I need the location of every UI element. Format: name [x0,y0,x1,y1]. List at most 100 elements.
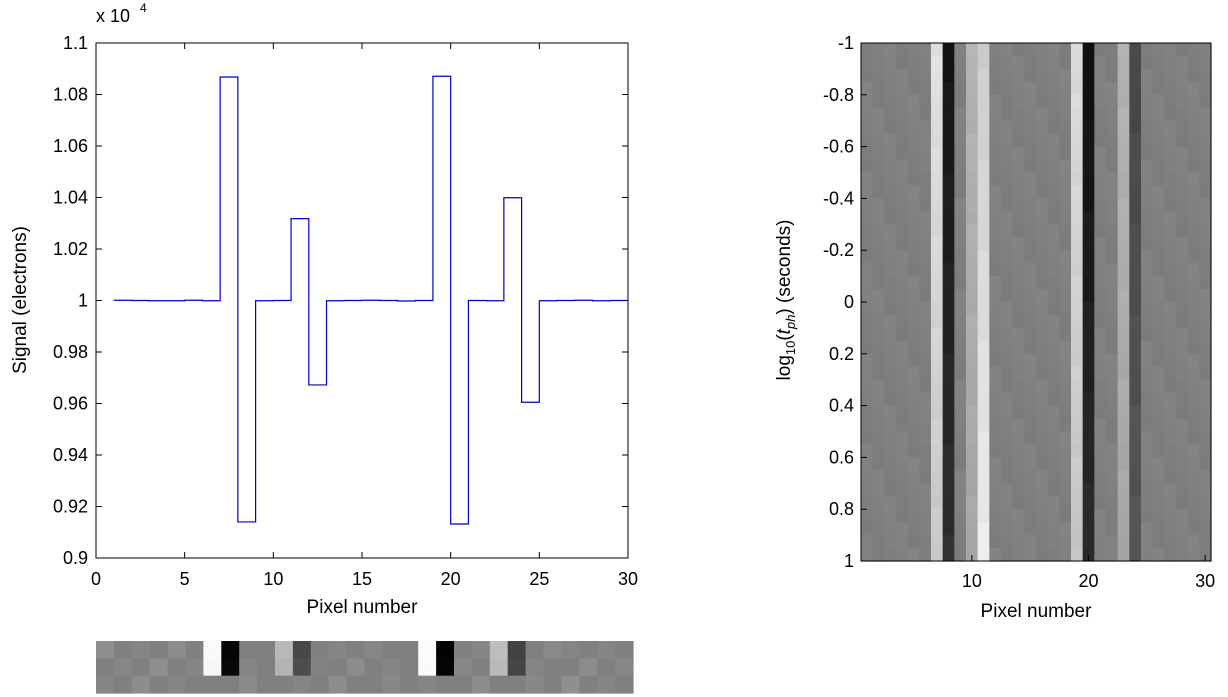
heatmap-cell [1152,159,1165,174]
heatmap-cell [1106,43,1119,57]
heatmap-cell [1059,548,1072,562]
heatmap-cell [989,68,1002,83]
heatmap-cell [1012,535,1025,549]
heatmap-cell [1199,250,1212,264]
heatmap-cell [931,457,944,471]
heatmap-cell [1001,483,1014,497]
heatmap-cell [896,470,909,484]
heatmap-cell [966,133,979,148]
heatmap-cell [1106,379,1119,394]
heatmap-cells [861,43,1212,562]
heatmap-cell [861,548,874,562]
heatmap-cell [1164,250,1177,264]
heatmap-cell [942,55,955,70]
heatmap-cell [1187,276,1200,290]
heatmap-cell [1164,496,1177,510]
heatmap-cell [989,327,1002,342]
strip-cell [525,658,545,677]
heatmap-cell [919,172,932,187]
heatmap-cell [942,43,955,57]
strip-cell [471,641,491,659]
heatmap-cell [1082,548,1095,562]
heatmap-cell [1001,224,1014,238]
heatmap-cell [1047,522,1060,536]
heatmap-cell [861,444,874,458]
heatmap-cell [1094,353,1107,368]
heatmap-cell [1001,444,1014,458]
heatmap-cell [1164,211,1177,225]
heatmap-cell [931,250,944,264]
heatmap-cell [1071,457,1084,471]
heatmap-cell [1129,146,1142,161]
strip-cell [346,641,366,659]
heatmap-cell [1024,327,1037,342]
heatmap-cell [1187,172,1200,187]
heatmap-cell [1152,224,1165,238]
heatmap-cell [861,457,874,471]
heatmap-cell [1187,483,1200,497]
heatmap-cell [1059,340,1072,355]
heatmap-cell [954,237,967,251]
heatmap-cell [1141,418,1154,433]
heatmap-cell [1141,107,1154,122]
heatmap-cell [1071,483,1084,497]
heatmap-cell [896,146,909,161]
heatmap-cell [1012,276,1025,290]
heatmap-cell [872,444,885,458]
heatmap-cell [1152,55,1165,70]
heatmap-cell [1176,107,1189,122]
heatmap-cell [966,509,979,523]
strip-cell [382,641,401,659]
heatmap-cell [1129,43,1142,57]
heatmap-cell [931,444,944,458]
heatmap-cell [1012,120,1025,135]
heatmap-cell [1047,263,1060,277]
heatmap-cell [1047,470,1060,484]
heatmap-cell [954,314,967,329]
heatmap-cell [966,107,979,122]
heatmap-cell [1164,43,1177,57]
heatmap-cell [1024,379,1037,394]
heatmap-cell [907,457,920,471]
heatmap-cell [1141,120,1154,135]
heatmap-cell [931,470,944,484]
heatmap-cell [1141,431,1154,446]
heatmap-cell [1071,431,1084,446]
heatmap-cell [1164,146,1177,161]
heatmap-cell [884,470,897,484]
strip-cell [454,658,473,677]
heatmap-cell [1012,43,1025,57]
heatmap-cell [907,470,920,484]
strip-cell [257,658,276,677]
heatmap-cell [1164,548,1177,562]
heatmap-cell [954,535,967,549]
heatmap-cell [931,224,944,238]
heatmap-cell [1129,509,1142,523]
heatmap-cell [977,457,990,471]
heatmap-cell [942,211,955,225]
heatmap-cell [1187,366,1200,381]
heatmap-cell [861,172,874,187]
heatmap-cell [1152,133,1165,148]
heatmap-cell [989,146,1002,161]
heatmap-cell [884,107,897,122]
heatmap-cell [1047,327,1060,342]
heatmap-cell [977,276,990,290]
heatmap-cell [872,198,885,212]
heatmap-cell [1199,43,1212,57]
heatmap-cell [1152,496,1165,510]
heatmap-cell [1082,224,1095,238]
strip-cell [561,641,580,659]
heatmap-cell [872,340,885,355]
heatmap-cell [1082,107,1095,122]
heatmap-cell [942,172,955,187]
signal-x-axis-label: Pixel number [307,597,419,618]
strip-cell [113,641,133,659]
heatmap-cell [861,470,874,484]
heatmap-cell [966,250,979,264]
heatmap-cell [1152,198,1165,212]
heatmap-cell [931,418,944,433]
heatmap-cell [1152,314,1165,329]
heatmap-cell [1094,340,1107,355]
heatmap-cell [907,107,920,122]
